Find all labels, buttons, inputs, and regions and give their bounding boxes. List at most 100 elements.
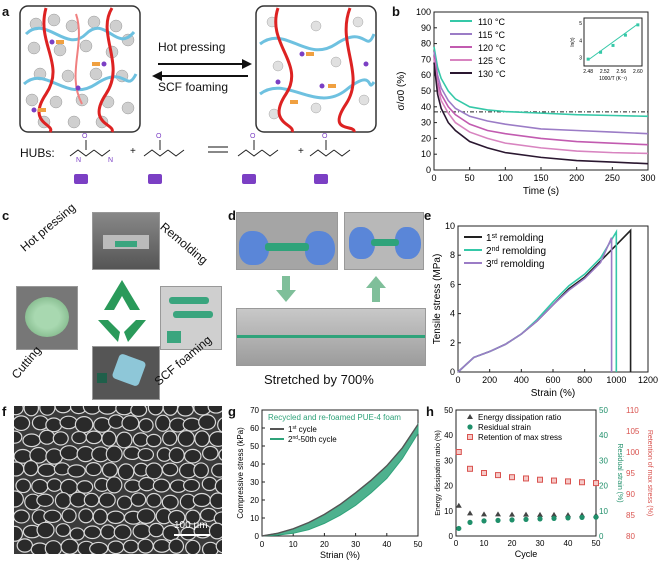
foam-cell (121, 414, 140, 432)
foam-cell (22, 433, 41, 448)
panel-label-c: c (2, 208, 10, 223)
point-retention-max-stress (551, 477, 557, 484)
foam-cell (116, 495, 133, 511)
svg-text:N: N (76, 157, 81, 164)
stretched-sample-photo (236, 308, 426, 366)
foam-cell (162, 430, 178, 447)
foam-cell (53, 462, 71, 476)
foam-cell (194, 430, 210, 448)
point-energy-dissipation (481, 511, 487, 517)
inset-point (623, 33, 627, 37)
recycle-icon (98, 280, 146, 342)
foam-cell (146, 492, 162, 508)
point-retention-max-stress (509, 474, 515, 481)
y-left-tick-label: 20 (444, 482, 453, 491)
foam-cell (101, 430, 117, 447)
foam-cell (85, 430, 103, 445)
foam-cell (124, 479, 142, 493)
svg-text:+: + (298, 146, 304, 157)
legend-label: 115 °C (478, 30, 505, 40)
point-residual-strain (537, 516, 543, 522)
y-tick-label: 20 (421, 133, 431, 143)
foam-cell (138, 476, 156, 492)
legend-marker (467, 434, 473, 440)
y-tick-label: 70 (421, 54, 431, 64)
stretch-photo-before (236, 212, 338, 270)
svg-text:O: O (156, 133, 162, 140)
foam-cell (14, 509, 30, 524)
x-tick-label: 30 (536, 539, 545, 548)
foam-cell (113, 524, 132, 541)
foam-cell (15, 478, 32, 494)
stretch-caption: Stretched by 700% (264, 372, 374, 387)
foam-cell (31, 478, 49, 495)
hubs-label: HUBs: (20, 146, 55, 160)
point-retention-max-stress (593, 480, 599, 487)
y-right-axis-label: Retention of max stress (%) (646, 430, 653, 516)
x-tick-label: 50 (414, 540, 423, 549)
x-axis-label: Time (s) (523, 186, 559, 197)
panel-label-d: d (228, 208, 236, 223)
svg-text:O: O (250, 133, 256, 140)
foam-cell (46, 478, 63, 492)
inset-x-label: 1000/T (K⁻¹) (599, 76, 627, 82)
panel-d-stretching: Stretched by 700% (236, 212, 426, 402)
y-left-tick-label: 0 (449, 532, 454, 541)
arrow-label-hot-pressing: Hot pressing (158, 40, 226, 54)
point-retention-max-stress (523, 475, 529, 482)
inset-x-tick-label: 2.48 (583, 69, 593, 75)
legend-label: 2nd remolding (486, 246, 546, 258)
panel-label-h: h (426, 404, 434, 419)
y-tick-label: 10 (445, 221, 455, 231)
foam-cell (145, 462, 163, 480)
cycle-band-2-50 (261, 422, 419, 537)
foam-cell (176, 406, 194, 417)
y-tick-label: 20 (250, 496, 259, 505)
foam-cell (93, 417, 112, 433)
point-retention-max-stress (455, 449, 462, 455)
foam-cell (136, 508, 156, 525)
svg-text:O: O (322, 133, 328, 140)
legend-label: 1st remolding (486, 233, 544, 245)
y-right-tick-label: 100 (626, 448, 640, 457)
y-tick-label: 60 (421, 70, 431, 80)
direction-arrows (276, 276, 386, 302)
foam-cell (23, 460, 39, 477)
foam-cell (192, 492, 212, 508)
foam-cell (168, 447, 185, 464)
point-retention-max-stress (579, 479, 585, 486)
foam-cell (209, 492, 222, 510)
foam-cell (182, 478, 201, 493)
point-residual-strain (551, 515, 557, 521)
foam-cell (117, 463, 135, 481)
foam-cell (54, 406, 72, 414)
foam-cell (78, 508, 94, 524)
point-residual-strain (593, 514, 599, 520)
foam-cell (44, 540, 63, 554)
foam-cell (213, 511, 222, 526)
point-energy-dissipation (495, 511, 501, 517)
panel-label-e: e (424, 208, 432, 223)
foam-cell (162, 406, 179, 416)
y-mid-tick-label: 20 (599, 482, 608, 491)
foam-cell (105, 476, 123, 494)
y-right-tick-label: 80 (626, 532, 635, 541)
foam-cell (137, 447, 155, 462)
foam-cell (201, 476, 218, 492)
x-tick-label: 50 (592, 539, 601, 548)
foam-cell (76, 480, 94, 494)
relaxation-curve (433, 51, 649, 135)
foam-cell (97, 406, 117, 415)
y-mid-tick-label: 40 (599, 431, 608, 440)
y-tick-label: 10 (421, 149, 431, 159)
foam-cell (208, 522, 222, 540)
stretch-photo-recovered (344, 212, 424, 270)
y-right-tick-label: 110 (626, 406, 639, 415)
foam-cell (161, 462, 179, 477)
point-residual-strain (456, 525, 462, 532)
inset-fit-line (587, 23, 639, 61)
foam-cell (132, 523, 152, 540)
foam-cell (218, 448, 222, 461)
foam-sample-photo (92, 346, 160, 400)
foam-cell (208, 431, 222, 447)
